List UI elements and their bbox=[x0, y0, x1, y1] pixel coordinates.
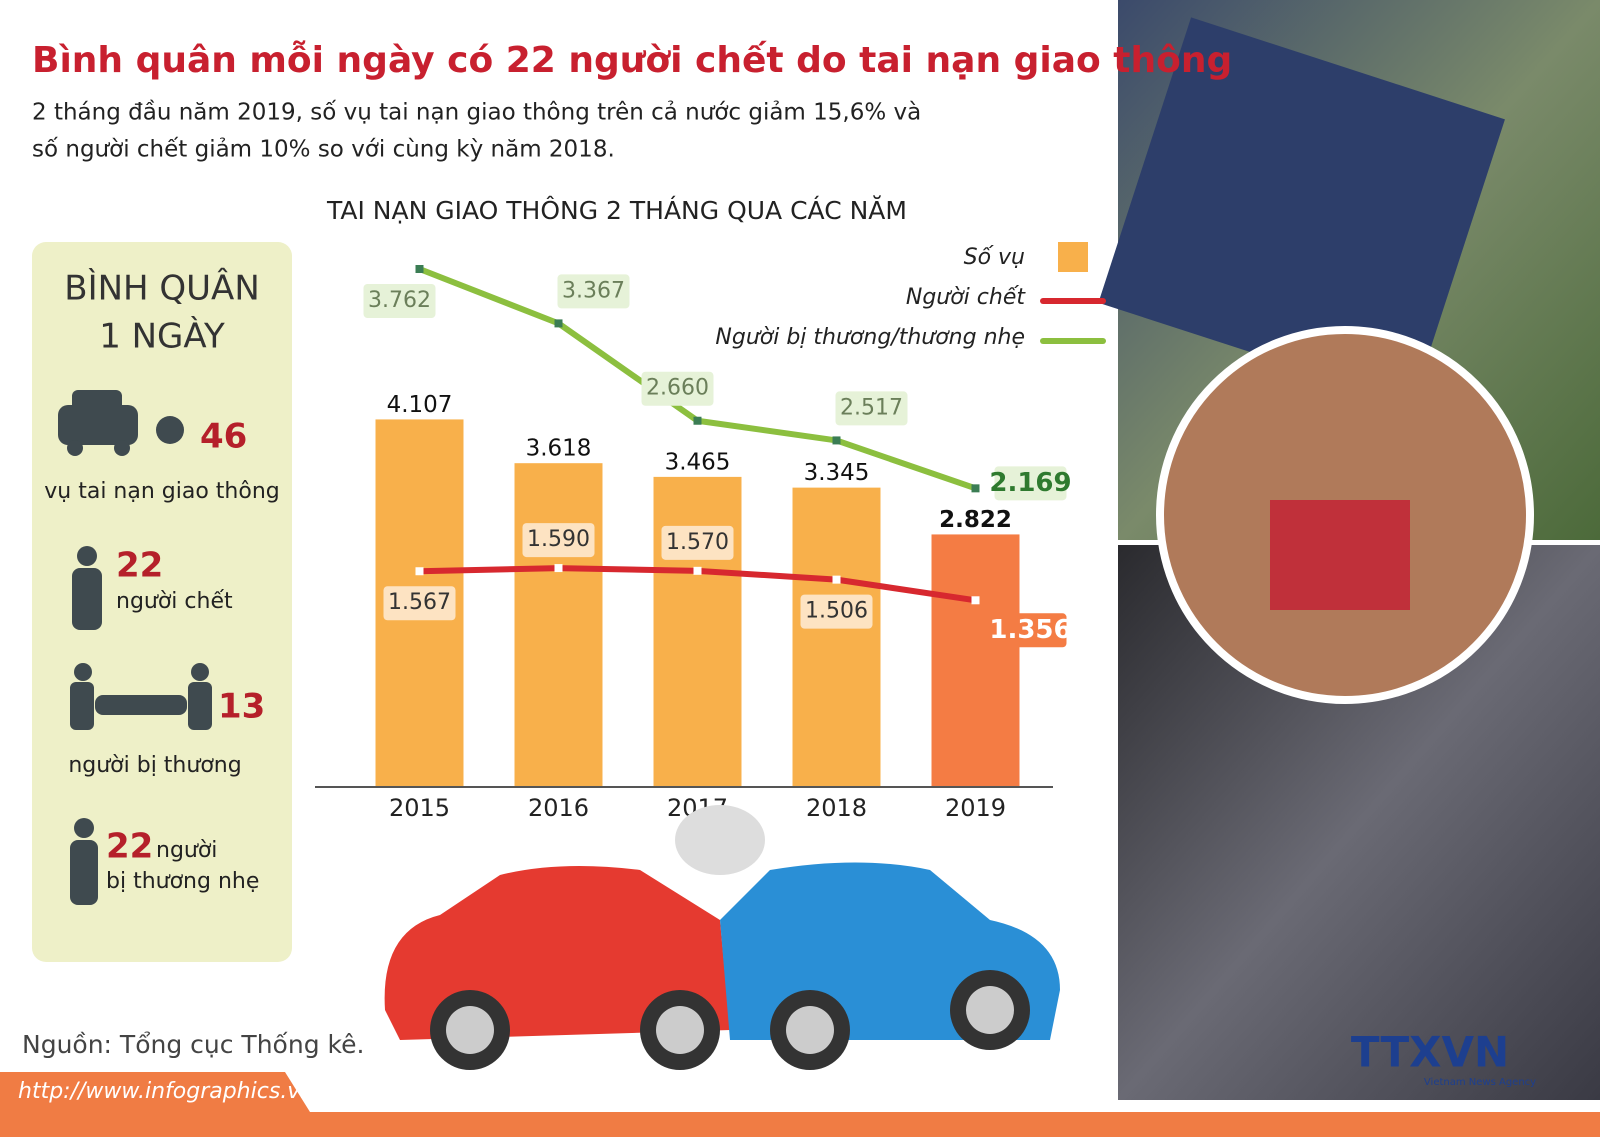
legend-label: Số vụ bbox=[964, 245, 1025, 270]
line-value-label: 2.517 bbox=[840, 395, 903, 420]
footer-stripe bbox=[0, 1112, 1600, 1137]
bar bbox=[931, 534, 1020, 787]
logo-caption: Vietnam News Agency bbox=[1424, 1077, 1536, 1088]
subtitle: số người chết giảm 10% so với cùng kỳ nă… bbox=[32, 137, 615, 163]
line-point bbox=[554, 564, 563, 573]
bar bbox=[792, 487, 881, 787]
value-label-box bbox=[557, 274, 630, 309]
line-point bbox=[693, 416, 702, 425]
line-point bbox=[693, 566, 702, 575]
chart-title: TAI NẠN GIAO THÔNG 2 THÁNG QUA CÁC NĂM bbox=[326, 195, 907, 225]
sidebar-title: 1 NGÀY bbox=[99, 316, 225, 357]
bar-value-label: 2.822 bbox=[939, 507, 1012, 533]
value-label-box bbox=[363, 284, 436, 319]
value-label-box bbox=[994, 613, 1067, 648]
value-label-box bbox=[522, 523, 595, 558]
train bbox=[1098, 17, 1505, 405]
stat-value: 22 bbox=[106, 827, 153, 867]
line-point bbox=[832, 436, 841, 445]
stat-label: vụ tai nạn giao thông bbox=[44, 479, 279, 504]
line-value-label: 1.590 bbox=[527, 527, 590, 552]
line-value-label: 1.570 bbox=[666, 530, 729, 555]
source: Nguồn: Tổng cục Thống kê. bbox=[22, 1030, 364, 1059]
x-tick-label: 2015 bbox=[389, 794, 450, 822]
legend-swatch bbox=[1058, 242, 1088, 272]
legend-label: Người chết bbox=[906, 285, 1027, 310]
bar bbox=[514, 463, 603, 787]
value-label-box bbox=[641, 371, 714, 406]
stat-value: 46 bbox=[200, 417, 247, 457]
value-label-box bbox=[661, 525, 734, 560]
bar-value-label: 4.107 bbox=[387, 392, 453, 418]
icon-car bbox=[58, 390, 184, 456]
line-point bbox=[971, 596, 980, 605]
icon-stretcher bbox=[70, 663, 212, 730]
car-illustration bbox=[384, 805, 1060, 1070]
icon-person bbox=[72, 546, 102, 630]
line-value-label: 1.356 bbox=[989, 615, 1071, 645]
line-value-label: 1.567 bbox=[388, 590, 451, 615]
line-value-label: 3.762 bbox=[368, 288, 431, 313]
line-point bbox=[554, 319, 563, 328]
bar bbox=[653, 476, 742, 787]
value-label-box bbox=[383, 586, 456, 621]
photo-person bbox=[1270, 500, 1410, 610]
line-value-label: 3.367 bbox=[562, 278, 625, 303]
value-label-box bbox=[800, 594, 873, 629]
title: Bình quân mỗi ngày có 22 người chết do t… bbox=[32, 40, 1232, 81]
logo: TTXVN bbox=[1351, 1028, 1509, 1077]
bar-value-label: 3.618 bbox=[526, 436, 592, 462]
footer-band bbox=[0, 1072, 310, 1112]
stat-label: người bbox=[156, 838, 217, 863]
stat-label: bị thương nhẹ bbox=[106, 869, 259, 894]
stat-label: người bị thương bbox=[68, 753, 241, 778]
stat-value: 13 bbox=[218, 687, 265, 727]
stat-value: 22 bbox=[116, 546, 163, 586]
x-tick-label: 2016 bbox=[528, 794, 589, 822]
line-point bbox=[832, 575, 841, 584]
url: http://www.infographics.vn bbox=[18, 1079, 314, 1104]
bar-value-label: 3.345 bbox=[804, 460, 870, 486]
line-point bbox=[415, 265, 424, 274]
bar-value-label: 3.465 bbox=[665, 449, 731, 475]
value-label-box bbox=[835, 391, 908, 426]
value-label-box bbox=[994, 466, 1067, 501]
line-value-label: 2.169 bbox=[989, 468, 1071, 498]
x-tick-label: 2018 bbox=[806, 794, 867, 822]
line-value-label: 1.506 bbox=[805, 599, 868, 624]
stat-label: người chết bbox=[116, 589, 233, 614]
icon-injured bbox=[70, 818, 98, 905]
subtitle: 2 tháng đầu năm 2019, số vụ tai nạn giao… bbox=[32, 100, 921, 126]
x-tick-label: 2019 bbox=[945, 794, 1006, 822]
sidebar-title: BÌNH QUÂN bbox=[64, 268, 260, 309]
legend-label: Người bị thương/thương nhẹ bbox=[715, 325, 1025, 350]
line-point bbox=[415, 567, 424, 576]
line-value-label: 2.660 bbox=[646, 376, 709, 401]
line-point bbox=[971, 484, 980, 493]
